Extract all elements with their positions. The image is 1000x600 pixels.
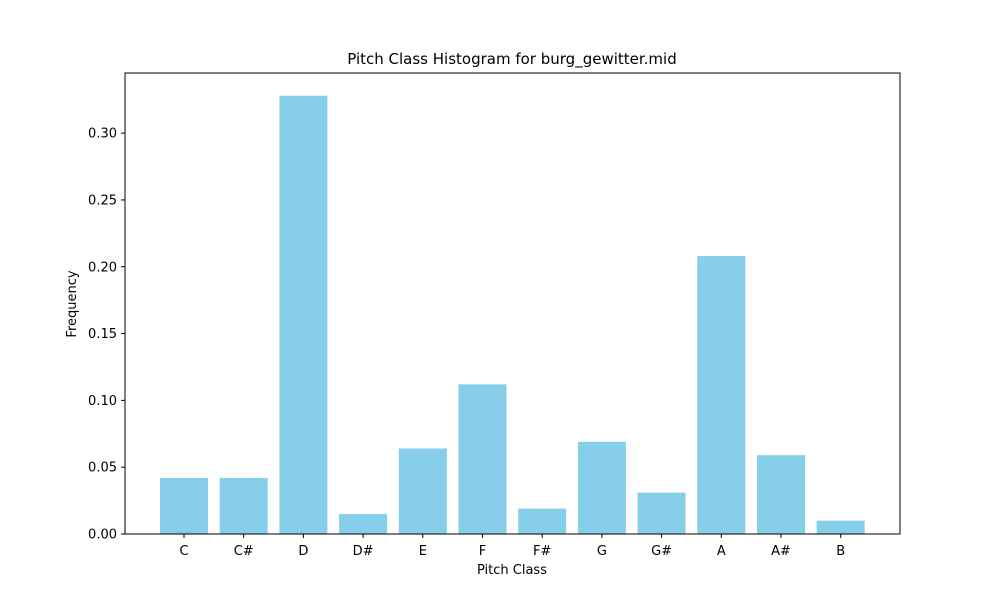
bar-c-sharp [219,477,268,534]
bar-g [577,441,626,534]
x-tick-label: F [479,544,486,559]
y-tick-label: 0.00 [88,528,117,543]
x-tick-label: D# [353,544,374,559]
bar-b [816,520,865,534]
y-axis: 0.00 0.05 0.10 0.15 0.20 0.25 0.30 [88,127,125,543]
x-tick-label: E [419,544,427,559]
bar-f-sharp [518,508,567,534]
bars-group [160,95,865,534]
bar-a [697,256,746,534]
y-tick-label: 0.25 [88,193,117,208]
y-tick-label: 0.30 [88,127,117,142]
bar-e [398,448,447,534]
bar-g-sharp [637,492,686,534]
y-tick-label: 0.15 [88,327,117,342]
x-tick-label: A# [771,544,791,559]
x-tick-label: C# [234,544,254,559]
x-axis-label: Pitch Class [477,563,547,578]
x-tick-label: G [597,544,607,559]
x-axis: C C# D D# E F F# G G# A A# B [179,534,845,559]
plot-frame [124,72,901,535]
bar-c [160,477,208,534]
bar-f [458,384,507,534]
bar-d-sharp [339,513,388,534]
x-tick-label: D [298,544,308,559]
x-tick-label: G# [651,544,672,559]
y-tick-label: 0.10 [88,394,117,409]
bar-a-sharp [757,455,805,534]
y-tick-label: 0.20 [88,260,117,275]
x-tick-label: A [717,544,726,559]
y-tick-label: 0.05 [88,461,117,476]
chart-title: Pitch Class Histogram for burg_gewitter.… [347,50,676,69]
x-tick-label: F# [533,544,551,559]
x-tick-label: B [836,544,845,559]
y-axis-label: Frequency [65,270,80,337]
bar-d [279,95,328,534]
x-tick-label: C [179,544,188,559]
